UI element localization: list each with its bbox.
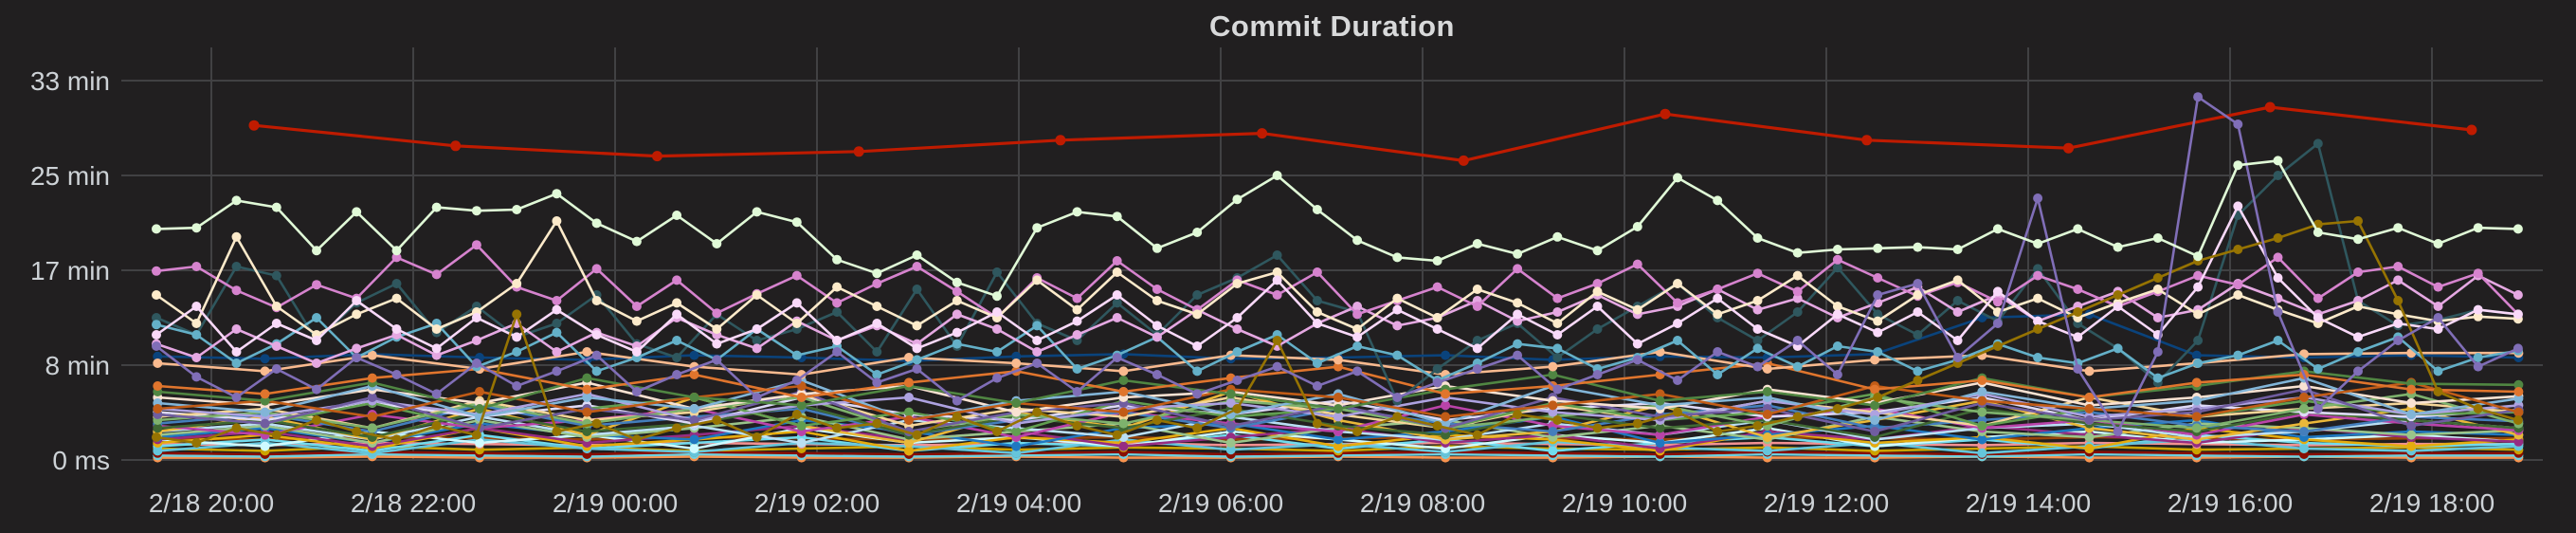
svg-text:2/19 06:00: 2/19 06:00 xyxy=(1158,488,1283,518)
series-s37 xyxy=(152,201,2523,357)
svg-text:25 min: 25 min xyxy=(30,161,110,191)
panel-title: Commit Duration xyxy=(1209,9,1455,43)
series-s38 xyxy=(152,216,2523,448)
x-axis-labels: 2/18 20:00 2/18 22:00 2/19 00:00 2/19 02:00… xyxy=(149,488,2494,518)
svg-text:2/18 22:00: 2/18 22:00 xyxy=(351,488,476,518)
svg-text:2/19 08:00: 2/19 08:00 xyxy=(1360,488,1485,518)
svg-text:2/19 04:00: 2/19 04:00 xyxy=(956,488,1081,518)
series-s40 xyxy=(152,92,2523,436)
series-s36 xyxy=(152,216,2523,340)
series-s41 xyxy=(152,156,2523,302)
series-s33 xyxy=(152,313,2523,385)
series-s39 xyxy=(248,101,2477,166)
svg-text:2/19 16:00: 2/19 16:00 xyxy=(2168,488,2293,518)
svg-text:2/19 02:00: 2/19 02:00 xyxy=(754,488,880,518)
svg-text:2/19 00:00: 2/19 00:00 xyxy=(553,488,678,518)
svg-text:17 min: 17 min xyxy=(30,256,110,285)
svg-text:2/19 12:00: 2/19 12:00 xyxy=(1764,488,1889,518)
svg-text:33 min: 33 min xyxy=(30,66,110,96)
svg-text:2/18 20:00: 2/18 20:00 xyxy=(149,488,274,518)
svg-text:2/19 10:00: 2/19 10:00 xyxy=(1562,488,1687,518)
svg-text:8 min: 8 min xyxy=(45,351,110,380)
svg-text:2/19 18:00: 2/19 18:00 xyxy=(2369,488,2494,518)
svg-text:0 ms: 0 ms xyxy=(52,446,110,475)
series-lines xyxy=(152,92,2524,463)
svg-text:2/19 14:00: 2/19 14:00 xyxy=(1966,488,2091,518)
series-s35 xyxy=(152,240,2523,322)
y-axis-labels: 0 ms 8 min 17 min 25 min 33 min xyxy=(30,66,110,475)
